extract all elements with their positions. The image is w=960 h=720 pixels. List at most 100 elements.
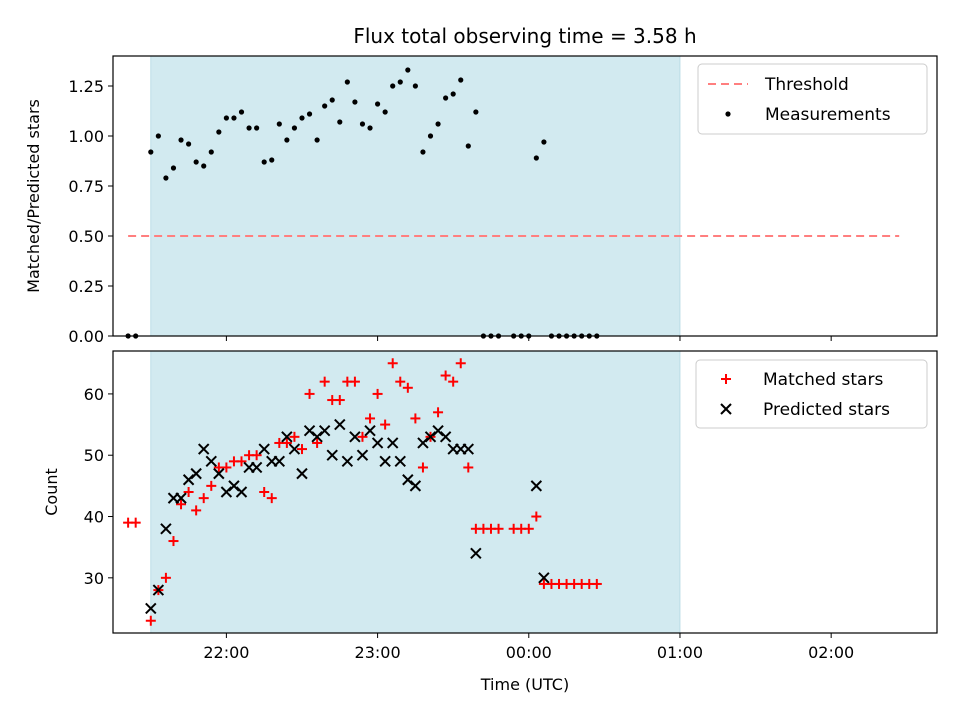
predicted-star-point (326, 449, 338, 461)
matched-star-point (402, 382, 413, 393)
predicted-star-point (228, 480, 240, 492)
predicted-star-stroke-b (303, 424, 316, 437)
predicted-star-stroke-b (356, 449, 369, 461)
x-axis-label: Time (UTC) (480, 675, 569, 694)
predicted-star-point (424, 431, 437, 443)
measurement-point (420, 149, 426, 155)
measurement-point (246, 125, 252, 131)
measurement-point (397, 79, 403, 85)
predicted-star-point (220, 486, 233, 498)
matched-star-point (236, 456, 247, 467)
matched-star-point (463, 462, 474, 473)
measurement-point (473, 109, 479, 115)
measurement-point (254, 125, 260, 131)
measurement-point (163, 175, 169, 181)
matched-star-point (433, 407, 444, 418)
x-tick-label: 01:00 (657, 643, 703, 662)
predicted-star-point (273, 455, 286, 468)
measurement-point (367, 125, 373, 131)
matched-star-point (221, 462, 232, 473)
predicted-star-point (439, 431, 452, 443)
measurement-point (231, 115, 237, 121)
predicted-star-point (288, 443, 301, 455)
measurements-legend-label: Measurements (765, 105, 891, 125)
matched-star-point (266, 493, 277, 504)
matched-star-point (168, 536, 179, 547)
matched-star-point (531, 511, 542, 522)
predicted-star-point (160, 523, 172, 535)
measurement-point (374, 101, 381, 107)
matched-star-point (380, 419, 391, 430)
measurements-legend-marker (725, 111, 731, 117)
predicted-star-stroke-b (145, 602, 157, 615)
predicted-star-stroke-b (175, 492, 187, 504)
predicted-star-point (175, 492, 187, 504)
predicted-star-point (296, 467, 308, 480)
measurement-point (465, 143, 471, 149)
predicted-star-stroke-b (386, 437, 399, 449)
x-tick-label: 00:00 (506, 643, 552, 662)
predicted-star-point (356, 449, 369, 461)
predicted-star-stroke-b (439, 431, 452, 443)
predicted-star-point (258, 443, 270, 455)
matched-star-point (251, 450, 262, 461)
matched-star-point (281, 437, 292, 448)
measurement-point (238, 109, 245, 115)
top-y-tick-label: 0.00 (68, 327, 104, 346)
predicted-star-stroke-b (311, 431, 323, 443)
bottom-observing-span (150, 350, 681, 634)
predicted-star-stroke-b (235, 486, 248, 498)
matched-star-point (440, 370, 451, 381)
predicted-star-stroke-b (470, 547, 482, 560)
predicted-star-stroke-b (250, 461, 263, 474)
matched-star-point (410, 413, 421, 424)
bottom-plot-frame (112, 350, 938, 634)
predicted-star-point (379, 455, 391, 468)
matched-star-point (493, 523, 504, 534)
predicted-star-stroke-b (462, 443, 475, 455)
measurement-point (329, 97, 335, 103)
top-observing-span (150, 55, 681, 337)
predicted-star-point (470, 547, 482, 560)
matched-star-point (417, 462, 428, 473)
measurement-point (185, 141, 192, 147)
predicted-star-point (394, 455, 406, 468)
predicted-star-stroke-b (341, 455, 354, 468)
matched-star-point (319, 376, 330, 387)
matched-star-point (145, 615, 156, 626)
predicted-star-stroke-b (190, 467, 202, 480)
top-y-tick-label: 0.50 (68, 227, 104, 246)
measurement-point (269, 157, 275, 163)
top-panel: 0.00 0.25 0.50 0.75 1.00 1.25 (68, 55, 938, 346)
predicted-star-stroke-b (334, 418, 346, 431)
measurement-point (405, 67, 411, 73)
predicted-star-point (318, 424, 331, 437)
measurement-point (458, 77, 464, 83)
measurement-point (148, 149, 154, 155)
predicted-star-point (349, 431, 361, 443)
predicted-star-point (250, 461, 263, 474)
measurement-point (359, 121, 366, 127)
x-tick-label: 22:00 (203, 643, 249, 662)
predicted-star-stroke-b (379, 455, 391, 468)
chart-title: Flux total observing time = 3.58 h (353, 24, 696, 48)
bottom-legend-box (695, 359, 928, 429)
measurement-point (178, 137, 184, 143)
predicted-star-stroke-b (228, 480, 240, 492)
measurement-point (390, 83, 396, 89)
predicted-star-stroke-b (182, 474, 195, 486)
predicted-star-stroke-b (273, 455, 286, 468)
measurement-point (322, 103, 328, 109)
measurement-point (314, 137, 320, 143)
predicted-star-stroke-b (205, 455, 217, 468)
predicted-star-stroke-b (538, 572, 550, 584)
predicted-star-stroke-b (409, 480, 422, 492)
measurement-point (216, 129, 222, 135)
measurement-point (344, 79, 350, 85)
predicted-star-point (386, 437, 399, 449)
bottom-y-tick-label: 50 (84, 446, 104, 465)
threshold-legend-label: Threshold (764, 75, 849, 95)
measurement-point (443, 95, 449, 101)
predicted-legend-label: Predicted stars (763, 400, 890, 420)
